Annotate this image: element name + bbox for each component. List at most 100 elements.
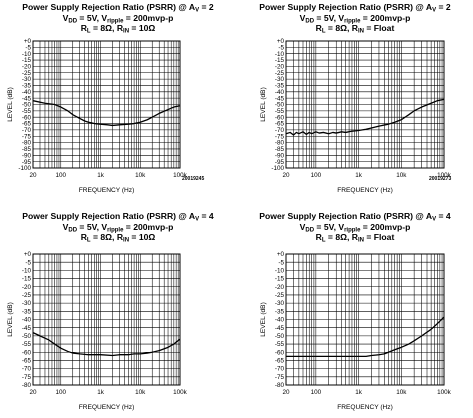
y-tick-label: -75 [22, 133, 32, 140]
y-tick-label: -70 [275, 127, 285, 134]
chart-subtitle-load: RL = 8Ω, RIN = Float [237, 23, 473, 37]
plot-frame [32, 253, 181, 386]
y-tick-label: -50 [22, 102, 32, 109]
x-tick-label: 100k [437, 172, 452, 179]
y-axis-label: LEVEL (dB) [260, 302, 267, 337]
y-tick-label: -90 [22, 152, 32, 159]
subtitle-text: = 10Ω [129, 232, 156, 242]
y-tick-label: -15 [275, 276, 285, 283]
psrr-curve [32, 100, 181, 127]
x-tick-label: 100 [311, 389, 322, 396]
chart-subtitle-supply: VDD = 5V, Vripple = 200mvp-p [0, 13, 236, 27]
y-tick-label: -35 [22, 83, 32, 90]
y-tick-label: -60 [22, 114, 32, 121]
subtitle-subscript: DD [68, 18, 78, 24]
subtitle-subscript: IN [358, 237, 364, 244]
x-tick-label: 100k [173, 389, 188, 396]
subtitle-subscript: IN [358, 28, 364, 35]
x-tick-label: 10k [135, 172, 146, 179]
chart-panel-psrr-av4-rinfloat: Power Supply Rejection Ratio (PSRR) @ AV… [237, 209, 473, 418]
y-tick-label: -5 [25, 44, 31, 51]
y-tick-label: -20 [22, 64, 32, 71]
chart-title: Power Supply Rejection Ratio (PSRR) @ AV… [237, 211, 473, 225]
x-tick-label: 1k [97, 172, 105, 179]
x-tick-label: 10k [396, 172, 407, 179]
grid [285, 40, 445, 169]
subtitle-text: V [299, 12, 306, 23]
y-tick-label: -80 [275, 140, 285, 147]
subtitle-text: = 8Ω, R [325, 232, 358, 242]
grid [285, 253, 445, 386]
chart-subtitle-load: RL = 8Ω, RIN = Float [237, 232, 473, 246]
y-tick-label: +0 [277, 251, 285, 258]
y-tick-label: -10 [275, 267, 285, 274]
subtitle-subscript: IN [123, 28, 130, 35]
subtitle-subscript: L [86, 28, 91, 35]
chart-title-tail: = 2 [436, 2, 451, 12]
y-tick-label: -15 [22, 57, 32, 64]
y-tick-label: -70 [275, 366, 285, 373]
y-tick-label: -80 [275, 382, 285, 389]
chart-panel-psrr-av4-rin10: Power Supply Rejection Ratio (PSRR) @ AV… [0, 209, 236, 418]
subtitle-subscript: ripple [107, 18, 124, 24]
y-tick-label: +0 [24, 251, 32, 258]
psrr-curve [286, 316, 445, 357]
subtitle-subscript: DD [305, 227, 315, 233]
subtitle-text: = 200mvp-p [123, 12, 174, 23]
y-tick-label: -10 [275, 51, 285, 58]
y-tick-label: -75 [275, 374, 285, 381]
y-tick-label: -55 [22, 341, 32, 348]
subtitle-subscript: L [86, 237, 91, 244]
chart-title-subscript: V [195, 216, 200, 223]
y-tick-label: -65 [275, 358, 285, 365]
subtitle-text: = 5V, V [314, 221, 345, 232]
x-tick-label: 100 [56, 172, 67, 179]
chart-title-text: Power Supply Rejection Ratio (PSRR) @ A [259, 211, 433, 221]
x-axis-label: FREQUENCY (Hz) [337, 404, 393, 411]
x-tick-label: 100 [56, 389, 67, 396]
chart-title-subscript: V [195, 7, 200, 14]
y-tick-label: -35 [275, 308, 285, 315]
figure-id: 20019245 [182, 176, 205, 182]
subtitle-text: R [80, 23, 87, 33]
y-tick-label: -5 [278, 259, 284, 266]
plot-frame [285, 40, 445, 169]
y-tick-label: -25 [275, 70, 285, 77]
psrr-plot: +0-5-10 -15-20-25-30-35 -40-45-50-55-60 -65… [260, 251, 452, 411]
y-tick-label: -65 [22, 358, 32, 365]
x-tick-label: 100 [311, 172, 322, 179]
y-tick-label: -80 [22, 382, 32, 389]
y-tick-label: -45 [275, 95, 285, 102]
grid [32, 253, 181, 386]
subtitle-text: = Float [364, 232, 395, 242]
x-axis-label: FREQUENCY (Hz) [337, 187, 393, 194]
subtitle-text: = 200mvp-p [360, 221, 411, 232]
chart-panel-psrr-av2-rinfloat: Power Supply Rejection Ratio (PSRR) @ AV… [237, 0, 473, 209]
y-tick-label: -20 [275, 64, 285, 71]
x-axis-label: FREQUENCY (Hz) [79, 187, 135, 194]
y-tick-label: -75 [275, 133, 285, 140]
subtitle-subscript: ripple [344, 18, 361, 24]
y-tick-label: -50 [22, 333, 32, 340]
y-tick-label: -15 [275, 57, 285, 64]
figure-id: 20019273 [429, 176, 452, 182]
y-tick-label: -75 [22, 374, 32, 381]
subtitle-subscript: DD [305, 18, 315, 24]
y-tick-label: -30 [275, 300, 285, 307]
y-axis-label: LEVEL (dB) [260, 87, 267, 122]
y-tick-label: -65 [22, 121, 32, 128]
subtitle-text: V [62, 12, 69, 23]
y-tick-label: -55 [275, 108, 285, 115]
subtitle-subscript: L [321, 28, 326, 35]
x-tick-label: 1k [355, 172, 363, 179]
y-tick-label: -60 [275, 349, 285, 356]
y-tick-label: -5 [25, 259, 31, 266]
y-tick-label: -70 [22, 127, 32, 134]
y-tick-label: -70 [22, 366, 32, 373]
subtitle-subscript: ripple [344, 227, 361, 233]
subtitle-text: = 5V, V [77, 12, 108, 23]
y-tick-label: -45 [22, 95, 32, 102]
y-tick-label: -60 [275, 114, 285, 121]
subtitle-text: = 8Ω, R [90, 23, 124, 33]
chart-title-subscript: V [432, 216, 437, 223]
